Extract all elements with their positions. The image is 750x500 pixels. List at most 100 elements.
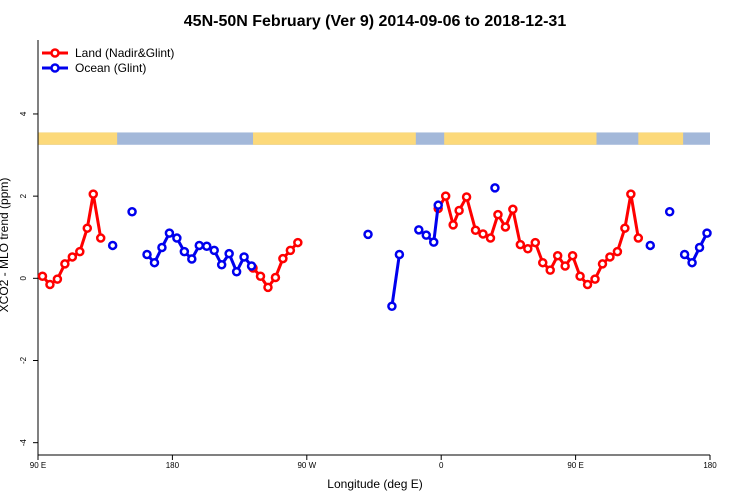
data-point (255, 271, 266, 282)
data-point (285, 245, 296, 256)
data-point (88, 189, 99, 199)
data-point (500, 222, 511, 232)
legend-marker-land (50, 48, 60, 58)
data-point (626, 189, 636, 199)
data-point (679, 249, 690, 260)
series-line (436, 192, 640, 286)
data-point (515, 239, 526, 250)
data-point (172, 233, 182, 243)
data-point (567, 250, 578, 261)
x-tick-label: 90 W (297, 461, 316, 470)
land-strip-segment (638, 132, 684, 145)
data-point (149, 257, 160, 268)
land-strip-segment (444, 132, 597, 145)
data-point (490, 183, 500, 193)
data-point (645, 240, 656, 251)
data-point (157, 242, 167, 253)
data-point (470, 225, 481, 235)
data-point (363, 229, 373, 240)
data-point (45, 279, 55, 290)
series-line (145, 231, 253, 274)
data-point (485, 233, 496, 243)
data-point (687, 257, 697, 268)
y-tick-label: -2 (19, 356, 28, 364)
data-point (664, 207, 675, 217)
data-point (428, 237, 439, 247)
data-point (179, 246, 190, 257)
data-point (552, 250, 563, 261)
data-point (478, 229, 488, 239)
x-axis-label: Longitude (deg E) (327, 477, 422, 491)
data-point (394, 249, 405, 260)
x-tick-label: 0 (439, 461, 444, 470)
data-point (560, 261, 570, 271)
legend-marker-ocean (50, 63, 60, 73)
data-point (52, 274, 63, 284)
data-point (454, 205, 464, 216)
data-point (493, 209, 503, 220)
x-tick-label: 90 E (30, 461, 46, 470)
data-point (37, 271, 48, 282)
data-point (187, 254, 197, 264)
data-point (293, 237, 303, 248)
data-point (127, 207, 137, 217)
data-point (633, 233, 644, 243)
data-point (95, 233, 106, 243)
data-point (612, 246, 623, 257)
data-point (702, 228, 712, 238)
data-point (387, 301, 397, 312)
data-point (164, 228, 175, 238)
data-point (414, 225, 424, 235)
data-point (421, 230, 432, 240)
data-point (246, 261, 257, 271)
data-point (582, 279, 593, 290)
data-point (545, 265, 555, 275)
y-tick-label: -4 (19, 439, 28, 447)
data-point (605, 252, 615, 262)
data-point (75, 246, 85, 257)
data-point (620, 223, 630, 233)
data-point (523, 243, 533, 254)
data-point (209, 245, 219, 256)
legend-label-land: Land (Nadir&Glint) (75, 46, 174, 60)
series-land (37, 189, 644, 293)
x-tick-label: 90 E (567, 461, 583, 470)
y-tick-label: 0 (19, 276, 28, 281)
data-point (694, 242, 705, 253)
land-strip-segment (253, 132, 416, 145)
series-ocean (107, 183, 712, 312)
data-point (142, 249, 152, 260)
data-point (590, 274, 600, 284)
x-axis: 90 E 180 90 W 0 90 E 180 (30, 455, 717, 470)
data-point (278, 253, 288, 264)
legend: Land (Nadir&Glint)Ocean (Glint) (42, 46, 174, 75)
x-tick-label: 180 (703, 461, 717, 470)
data-point (270, 272, 281, 283)
chart-title: 45N-50N February (Ver 9) 2014-09-06 to 2… (184, 13, 567, 30)
land-ocean-strip (38, 132, 710, 145)
data-point (433, 200, 443, 210)
data-point (263, 282, 273, 293)
series-line (683, 232, 709, 265)
data-point (440, 191, 451, 201)
y-axis: -4 -2 0 2 4 (19, 111, 38, 446)
plot-frame (37, 40, 710, 456)
data-point (508, 204, 518, 215)
y-axis-label: XCO2 - MLO trend (ppm) (0, 178, 11, 313)
series-line (41, 192, 103, 286)
y-tick-label: 2 (19, 193, 28, 198)
data-point (107, 240, 118, 251)
data-point (448, 220, 458, 230)
series-layer (37, 183, 712, 312)
data-point (231, 266, 242, 277)
data-point (201, 241, 212, 252)
data-point (239, 252, 249, 262)
data-point (60, 259, 70, 269)
land-strip-segment (38, 132, 118, 145)
data-point (597, 259, 608, 269)
data-point (537, 257, 548, 268)
legend-label-ocean: Ocean (Glint) (75, 61, 146, 75)
data-point (82, 223, 93, 233)
data-point (530, 237, 541, 248)
